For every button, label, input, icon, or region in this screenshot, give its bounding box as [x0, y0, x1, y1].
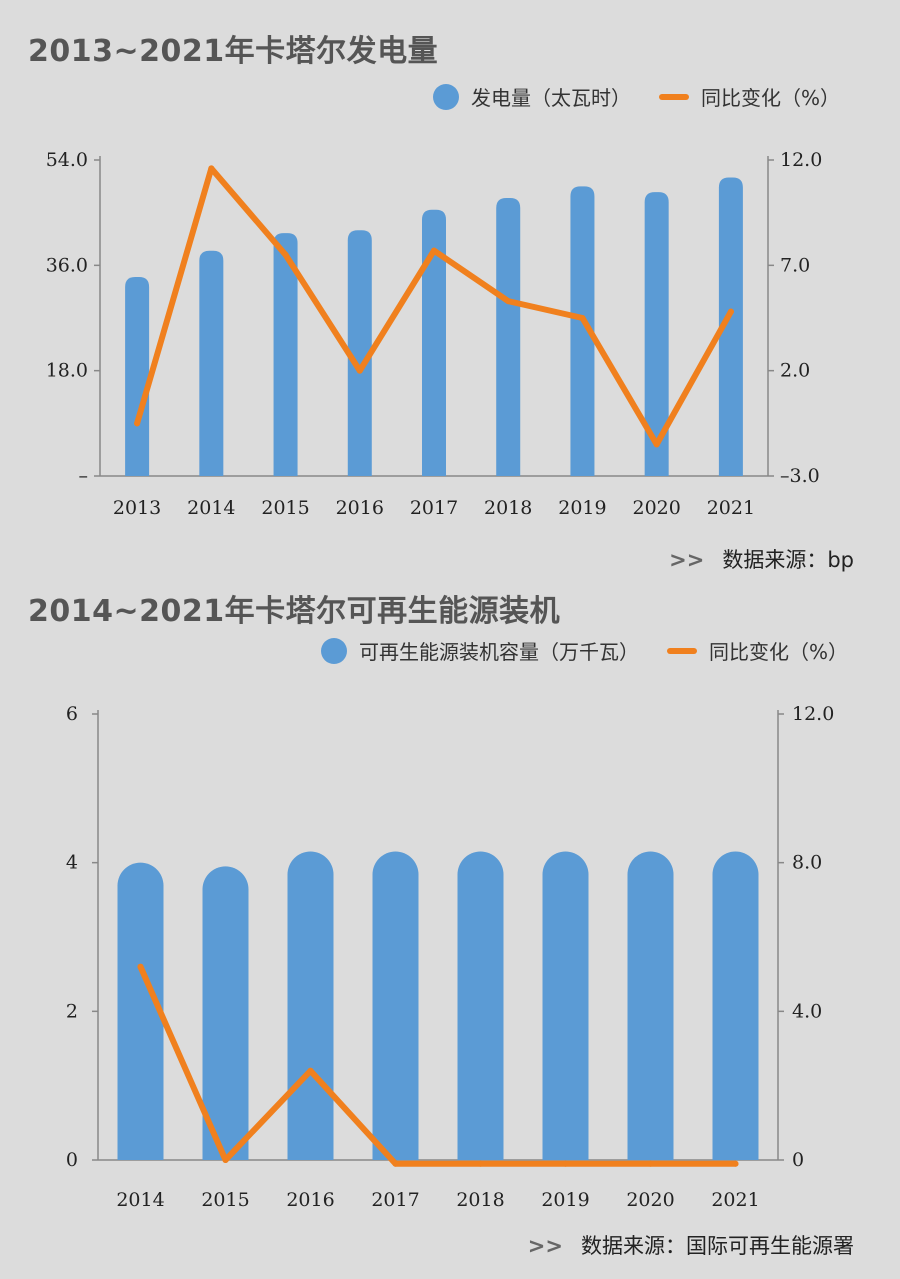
- right-tick-label: 4.0: [792, 1000, 822, 1022]
- source-arrows: >>: [669, 548, 705, 572]
- yoy-point: [647, 1160, 654, 1167]
- yoy-point: [134, 420, 141, 427]
- left-tick-label: –: [79, 465, 89, 487]
- yoy-point: [222, 1157, 229, 1163]
- x-tick-label: 2018: [484, 497, 532, 519]
- yoy-point: [579, 315, 586, 321]
- right-tick-label: –3.0: [780, 465, 820, 487]
- legend-label: 同比变化（%）: [700, 86, 840, 110]
- legend-item-line: 同比变化（%）: [666, 636, 848, 665]
- bar: [202, 866, 249, 1160]
- x-tick-label: 2019: [558, 497, 606, 519]
- right-tick-label: 7.0: [780, 254, 810, 276]
- bar: [496, 198, 521, 476]
- bar: [570, 186, 595, 477]
- x-tick-label: 2014: [116, 1189, 164, 1211]
- chart-panel-generation: – 18.0 36.0 54.0 –3.0 2.0 7.0 12.0 2013 2014 2015 2…: [0, 0, 900, 580]
- bar: [372, 851, 419, 1160]
- right-tick-label: 0: [792, 1149, 804, 1171]
- yoy-change-line: [137, 963, 739, 1167]
- yoy-point: [653, 441, 660, 448]
- x-tick-label: 2020: [626, 1189, 674, 1211]
- bar: [627, 851, 674, 1160]
- legend-item-bar: 可再生能源装机容量（万千瓦）: [320, 636, 639, 665]
- legend-line-swatch: [666, 647, 697, 654]
- yoy-point: [392, 1160, 399, 1167]
- source-text: 数据来源：国际可再生能源署: [581, 1234, 854, 1258]
- data-source: >> 数据来源：国际可再生能源署: [528, 1230, 854, 1260]
- yoy-point: [208, 165, 215, 172]
- generation-chart: – 18.0 36.0 54.0 –3.0 2.0 7.0 12.0 2013 2014 2015 2…: [46, 149, 823, 519]
- x-tick-label: 2015: [201, 1189, 249, 1211]
- x-tick-label: 2019: [541, 1189, 589, 1211]
- legend-line-swatch: [658, 93, 689, 100]
- left-tick-label: 0: [66, 1149, 78, 1171]
- bar: [644, 192, 669, 476]
- bar: [199, 250, 224, 476]
- x-tick-label: 2018: [456, 1189, 504, 1211]
- yoy-point: [137, 963, 144, 970]
- yoy-point: [562, 1160, 569, 1167]
- x-tick-label: 2020: [632, 497, 680, 519]
- bar: [125, 277, 150, 476]
- legend: 可再生能源装机容量（万千瓦） 同比变化（%）: [293, 636, 848, 665]
- legend-bar-swatch: [432, 83, 459, 110]
- x-tick-label: 2017: [410, 497, 458, 519]
- left-tick-label: 2: [66, 1000, 78, 1022]
- x-tick-label: 2015: [261, 497, 309, 519]
- yoy-point: [431, 247, 437, 254]
- legend-label: 同比变化（%）: [708, 640, 848, 664]
- legend-label: 可再生能源装机容量（万千瓦）: [358, 640, 639, 664]
- right-tick-label: 8.0: [792, 852, 822, 874]
- yoy-point: [505, 298, 512, 305]
- source-text: 数据来源：bp: [722, 548, 854, 572]
- yoy-point: [732, 1160, 739, 1167]
- bar: [117, 862, 164, 1160]
- x-tick-label: 2021: [707, 497, 755, 519]
- yoy-point: [727, 308, 734, 315]
- x-tick-label: 2014: [187, 497, 235, 519]
- yoy-point: [356, 367, 363, 374]
- x-tick-label: 2013: [113, 497, 161, 519]
- renewables-chart: 0 2 4 6 0 4.0 8.0 12.0 2014 2015 2016 2017 2018 2019 2…: [66, 703, 834, 1211]
- bar: [718, 177, 743, 477]
- bar: [273, 233, 298, 476]
- left-tick-label: 18.0: [46, 360, 88, 382]
- left-tick-label: 54.0: [46, 149, 88, 171]
- x-tick-label: 2021: [711, 1189, 759, 1211]
- left-tick-label: 4: [66, 852, 78, 874]
- legend-bar-swatch: [320, 637, 347, 664]
- bar: [347, 230, 372, 476]
- chart-title: 2013~2021年卡塔尔发电量: [28, 34, 439, 69]
- right-tick-label: 12.0: [792, 703, 834, 725]
- right-tick-label: 12.0: [780, 149, 822, 171]
- bar: [542, 851, 589, 1160]
- x-tick-label: 2017: [371, 1189, 419, 1211]
- yoy-point: [307, 1067, 314, 1074]
- legend-item-line: 同比变化（%）: [658, 82, 840, 111]
- bar: [712, 851, 759, 1160]
- legend-label: 发电量（太瓦时）: [470, 86, 631, 110]
- chart-panel-renewables: 0 2 4 6 0 4.0 8.0 12.0 2014 2015 2016 2017 2018 2019 2…: [0, 580, 900, 1279]
- x-tick-label: 2016: [336, 497, 384, 519]
- legend: 发电量（太瓦时） 同比变化（%）: [405, 82, 840, 111]
- x-tick-label: 2016: [286, 1189, 334, 1211]
- bar: [287, 851, 334, 1160]
- data-source: >> 数据来源：bp: [669, 544, 854, 574]
- left-tick-label: 6: [66, 703, 78, 725]
- yoy-point: [282, 251, 289, 258]
- chart-title: 2014~2021年卡塔尔可再生能源装机: [28, 594, 561, 629]
- bar: [457, 851, 504, 1160]
- yoy-point: [477, 1160, 484, 1167]
- right-tick-label: 2.0: [780, 360, 810, 382]
- bar: [422, 209, 446, 477]
- legend-item-bar: 发电量（太瓦时）: [432, 82, 631, 111]
- source-arrows: >>: [527, 1234, 563, 1258]
- left-tick-label: 36.0: [46, 254, 88, 276]
